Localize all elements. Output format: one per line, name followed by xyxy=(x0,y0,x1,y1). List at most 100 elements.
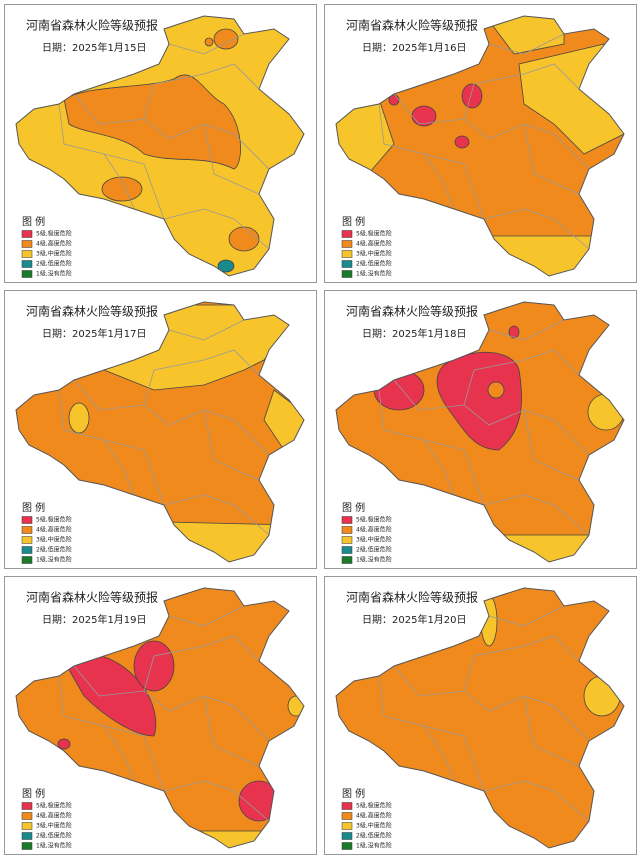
province-map xyxy=(336,588,624,848)
legend-label: 4级,高度危险 xyxy=(356,812,392,820)
legend-swatch xyxy=(21,832,33,840)
panel-title: 河南省森林火险等级预报 xyxy=(26,304,158,319)
forecast-date: 日期：2025年1月18日 xyxy=(362,327,467,340)
panel-title: 河南省森林火险等级预报 xyxy=(346,18,478,33)
legend-label: 4级,高度危险 xyxy=(356,240,392,248)
county-border xyxy=(393,665,590,742)
county-border xyxy=(203,123,260,195)
risk-region xyxy=(336,588,624,848)
legend-title: 图 例 xyxy=(22,787,45,800)
legend-swatch xyxy=(341,230,353,238)
legend-swatch xyxy=(341,240,353,248)
legend-label: 3级,中度危险 xyxy=(36,822,72,830)
county-border xyxy=(463,63,580,120)
province-map xyxy=(16,16,304,276)
county-border xyxy=(523,123,580,195)
legend-swatch xyxy=(341,556,353,564)
legend-label: 4级,高度危险 xyxy=(36,812,72,820)
legend-label: 2级,低度危险 xyxy=(356,260,392,268)
legend-label: 4级,高度危险 xyxy=(36,240,72,248)
panel-title: 河南省森林火险等级预报 xyxy=(346,304,478,319)
legend-label: 2级,低度危险 xyxy=(356,546,392,554)
legend-swatch xyxy=(21,526,33,534)
legend-label: 4级,高度危险 xyxy=(36,526,72,534)
legend-label: 5级,极度危险 xyxy=(36,230,72,238)
county-border xyxy=(523,409,580,481)
legend-swatch xyxy=(21,546,33,554)
legend-label: 1级,没有危险 xyxy=(356,842,392,850)
forecast-date: 日期：2025年1月19日 xyxy=(42,613,147,626)
legend-swatch xyxy=(341,842,353,850)
county-border xyxy=(423,439,455,496)
legend-label: 1级,没有危险 xyxy=(36,270,72,278)
county-border xyxy=(488,605,565,627)
forecast-date: 日期：2025年1月16日 xyxy=(362,41,467,54)
legend-label: 5级,极度危险 xyxy=(356,516,392,524)
county-border xyxy=(483,780,590,822)
county-border xyxy=(143,349,260,406)
legend-swatch xyxy=(341,260,353,268)
legend-swatch xyxy=(21,556,33,564)
legend-title: 图 例 xyxy=(22,215,45,228)
county-border xyxy=(163,208,270,250)
forecast-date: 日期：2025年1月15日 xyxy=(42,41,147,54)
county-border xyxy=(423,153,455,210)
county-border xyxy=(393,93,590,170)
legend-label: 3级,中度危险 xyxy=(356,250,392,258)
legend-swatch xyxy=(21,536,33,544)
legend-swatch xyxy=(21,812,33,820)
risk-region xyxy=(57,738,71,750)
province-outline xyxy=(15,587,305,849)
legend-label: 3级,中度危险 xyxy=(356,822,392,830)
legend-swatch xyxy=(341,546,353,554)
risk-region xyxy=(133,640,175,692)
legend-label: 5级,极度危险 xyxy=(356,230,392,238)
legend-swatch xyxy=(341,822,353,830)
legend-label: 2级,低度危险 xyxy=(36,832,72,840)
forecast-date: 日期：2025年1月17日 xyxy=(42,327,147,340)
legend-label: 5级,极度危险 xyxy=(356,802,392,810)
province-outline xyxy=(15,301,305,563)
legend-swatch xyxy=(21,260,33,268)
legend-swatch xyxy=(341,832,353,840)
legend-title: 图 例 xyxy=(342,787,365,800)
legend-label: 5级,极度危险 xyxy=(36,802,72,810)
legend-swatch xyxy=(21,802,33,810)
province-outline xyxy=(335,15,625,277)
county-border xyxy=(483,208,590,250)
county-border xyxy=(163,494,270,536)
legend-title: 图 例 xyxy=(342,501,365,514)
legend-label: 5级,极度危险 xyxy=(36,516,72,524)
county-border xyxy=(163,780,270,822)
province-outline xyxy=(335,587,625,849)
risk-region xyxy=(204,37,214,47)
county-border xyxy=(488,319,565,341)
county-border xyxy=(168,33,245,55)
legend-swatch xyxy=(341,516,353,524)
legend-label: 1级,没有危险 xyxy=(36,556,72,564)
county-border xyxy=(73,379,270,456)
county-border xyxy=(103,153,135,210)
province-outline xyxy=(15,15,305,277)
county-border xyxy=(463,635,580,692)
county-border xyxy=(523,695,580,767)
legend-label: 3级,中度危险 xyxy=(36,536,72,544)
county-border xyxy=(203,695,260,767)
county-border xyxy=(103,439,135,496)
risk-region xyxy=(487,381,505,399)
risk-region xyxy=(63,74,241,170)
legend-label: 4级,高度危险 xyxy=(356,526,392,534)
panel-title: 河南省森林火险等级预报 xyxy=(346,590,478,605)
legend-label: 1级,没有危险 xyxy=(356,556,392,564)
risk-region xyxy=(68,402,90,434)
county-border xyxy=(203,409,260,481)
legend-swatch xyxy=(341,536,353,544)
county-border xyxy=(143,63,260,120)
legend-swatch xyxy=(21,230,33,238)
county-border xyxy=(73,665,270,742)
county-border xyxy=(73,93,270,170)
